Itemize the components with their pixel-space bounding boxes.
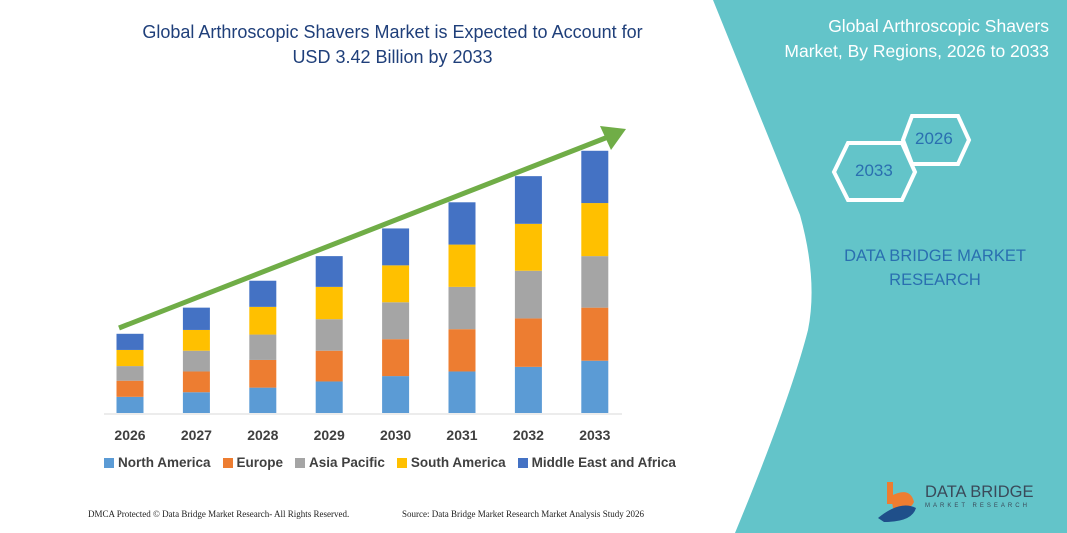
bar-2027-asia-pacific xyxy=(182,350,210,372)
bar-2030-south-america xyxy=(382,265,410,303)
bar-2026-north-america xyxy=(116,396,144,413)
bar-2033-south-america xyxy=(581,203,609,257)
hexagon-2026 xyxy=(900,114,972,166)
footer-source: Source: Data Bridge Market Research Mark… xyxy=(402,509,644,519)
logo-tagline: MARKET RESEARCH xyxy=(925,503,1030,509)
bar-2033-asia-pacific xyxy=(581,256,609,308)
bars xyxy=(116,150,609,413)
legend-label: Middle East and Africa xyxy=(531,455,676,470)
bar-2029-south-america xyxy=(315,286,343,320)
bar-2026-south-america xyxy=(116,349,144,367)
bar-2031-south-america xyxy=(448,244,476,287)
legend-label: South America xyxy=(410,455,506,470)
bar-2026-asia-pacific xyxy=(116,366,144,381)
x-tick-label: 2026 xyxy=(114,427,145,443)
bar-2027-south-america xyxy=(182,329,210,351)
x-tick-label: 2030 xyxy=(380,427,411,443)
bar-2030-asia-pacific xyxy=(382,302,410,340)
bar-2031-asia-pacific xyxy=(448,286,476,330)
x-tick-label: 2028 xyxy=(247,427,278,443)
legend-label: Asia Pacific xyxy=(309,455,385,470)
bar-2032-north-america xyxy=(514,366,542,413)
bar-2030-north-america xyxy=(382,376,410,413)
x-tick-label: 2027 xyxy=(181,427,212,443)
bar-2027-north-america xyxy=(182,392,210,413)
bar-2033-middle-east-and-africa xyxy=(581,150,609,204)
bar-2031-north-america xyxy=(448,371,476,413)
bar-2029-north-america xyxy=(315,381,343,413)
bar-2033-north-america xyxy=(581,360,609,413)
legend-label: North America xyxy=(118,455,211,470)
chart-title: Global Arthroscopic Shavers Market is Ex… xyxy=(142,22,643,67)
legend-swatch xyxy=(396,457,407,468)
x-tick-label: 2029 xyxy=(314,427,345,443)
bar-2027-europe xyxy=(182,371,210,393)
bar-2028-north-america xyxy=(249,387,277,413)
legend-swatch xyxy=(295,457,306,468)
logo-mark xyxy=(878,482,916,522)
legend-item: Europe xyxy=(222,455,284,470)
bar-2026-middle-east-and-africa xyxy=(116,333,144,350)
legend-swatch xyxy=(517,457,528,468)
side-panel-title: Global Arthroscopic Shavers Market, By R… xyxy=(784,16,1049,61)
bar-2030-middle-east-and-africa xyxy=(382,228,410,266)
bar-2029-middle-east-and-africa xyxy=(315,256,343,287)
legend-item: Middle East and Africa xyxy=(517,455,676,470)
bar-2031-middle-east-and-africa xyxy=(448,202,476,245)
hex-label-2033: 2033 xyxy=(855,161,893,180)
bar-2028-asia-pacific xyxy=(249,334,277,360)
legend: North America Europe Asia Pacific South Ame… xyxy=(104,455,676,470)
legend-item: Asia Pacific xyxy=(295,455,385,470)
bar-2031-europe xyxy=(448,329,476,372)
bar-2029-europe xyxy=(315,350,343,382)
bar-2026-europe xyxy=(116,380,144,397)
x-tick-label: 2031 xyxy=(446,427,477,443)
legend-swatch xyxy=(104,457,114,468)
trend-arrow xyxy=(118,126,626,331)
legend-label: Europe xyxy=(236,455,284,470)
x-tick-label: 2032 xyxy=(513,427,544,443)
bar-2027-middle-east-and-africa xyxy=(182,307,210,330)
legend-item: South America xyxy=(396,455,506,470)
bar-2030-europe xyxy=(382,339,410,377)
logo-name: DATA BRIDGE xyxy=(925,483,1034,501)
bar-2029-asia-pacific xyxy=(315,319,343,351)
bar-2032-south-america xyxy=(514,223,542,271)
legend-item: North America xyxy=(104,455,211,470)
bar-2028-europe xyxy=(249,359,277,388)
x-tick-label: 2033 xyxy=(579,427,610,443)
bar-2032-middle-east-and-africa xyxy=(514,176,542,224)
hex-label-2026: 2026 xyxy=(915,129,953,148)
brand-text: DATA BRIDGE MARKET RESEARCH xyxy=(844,247,1026,289)
legend-swatch xyxy=(222,457,233,468)
bar-2028-south-america xyxy=(249,306,277,335)
side-panel xyxy=(713,0,1067,533)
bar-2033-europe xyxy=(581,307,609,361)
bar-2032-europe xyxy=(514,318,542,367)
x-tick-labels: 2026 2027 2028 2029 2030 2031 2032 2033 xyxy=(114,427,610,443)
hexagon-2033 xyxy=(831,141,918,202)
footer-copyright: DMCA Protected © Data Bridge Market Rese… xyxy=(88,509,350,519)
bar-2032-asia-pacific xyxy=(514,270,542,319)
bar-2028-middle-east-and-africa xyxy=(249,280,277,307)
